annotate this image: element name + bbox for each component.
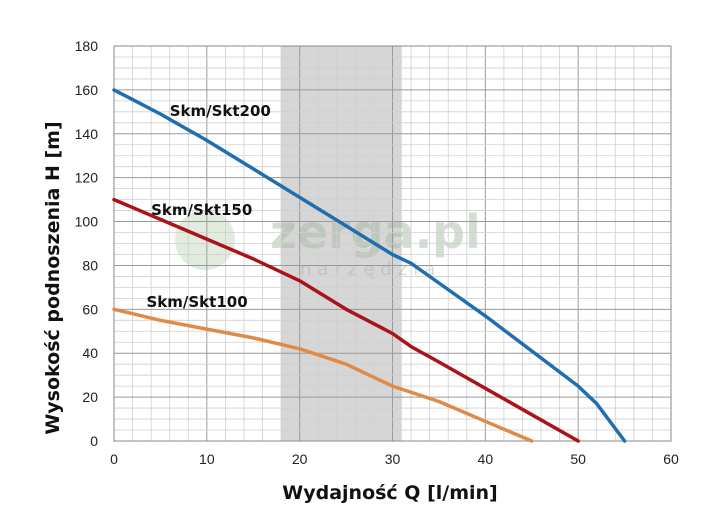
x-tick-label: 10 — [199, 451, 215, 467]
series-lines — [112, 88, 627, 443]
x-tick-label: 0 — [110, 451, 118, 467]
y-tick-label: 180 — [75, 38, 99, 54]
y-tick-label: 80 — [82, 257, 98, 273]
y-tick-label: 0 — [90, 433, 98, 449]
grid — [113, 45, 672, 442]
x-tick-labels: 0 10 20 30 40 50 60 — [110, 451, 679, 467]
y-tick-label: 60 — [82, 301, 98, 317]
y-tick-label: 40 — [82, 345, 98, 361]
y-tick-labels: 0 20 40 60 80 100 120 140 160 180 — [75, 38, 99, 449]
series-annotation: Skm/Skt100 — [146, 293, 247, 311]
x-tick-label: 40 — [478, 451, 494, 467]
y-tick-label: 120 — [75, 170, 99, 186]
watermark-main: zerga.pl — [270, 205, 481, 259]
y-tick-label: 20 — [82, 389, 98, 405]
series-line-2 — [112, 197, 580, 443]
y-tick-label: 160 — [75, 82, 99, 98]
x-axis-title: Wydajność Q [l/min] — [282, 482, 497, 504]
series-annotation: Skm/Skt200 — [170, 102, 271, 120]
series-line-3 — [112, 307, 534, 443]
x-tick-label: 30 — [385, 451, 401, 467]
x-tick-label: 50 — [570, 451, 586, 467]
plot-border — [113, 45, 672, 442]
y-tick-label: 140 — [75, 126, 99, 142]
x-tick-label: 20 — [292, 451, 308, 467]
series-line-1 — [112, 88, 627, 443]
y-axis-title: Wysokość podnoszenia H [m] — [42, 121, 64, 434]
y-tick-label: 100 — [75, 214, 99, 230]
x-tick-label: 60 — [663, 451, 679, 467]
series-annotation: Skm/Skt150 — [151, 201, 252, 219]
watermark-sub: narzędzia — [300, 259, 441, 280]
series-labels: Skm/Skt200 Skm/Skt150 Skm/Skt100 — [146, 102, 270, 311]
